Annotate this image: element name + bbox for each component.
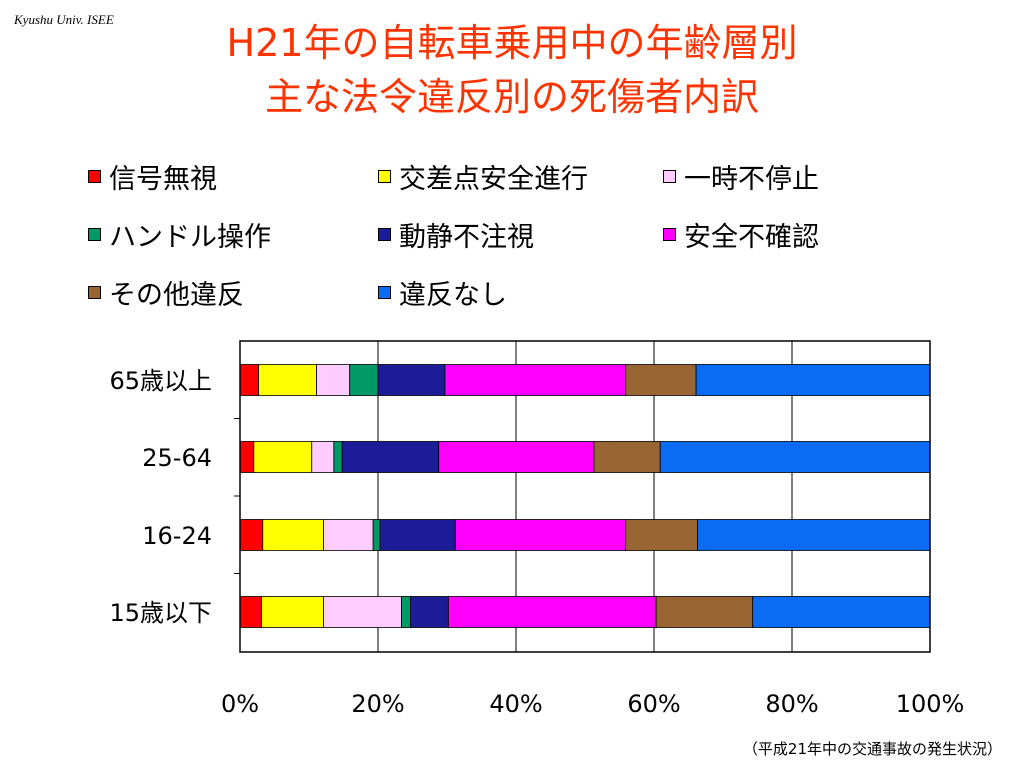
category-label: 15歳以下 [109,599,212,627]
bar-segment [625,364,697,396]
legend-swatch [378,285,391,299]
bar-segment [379,519,456,551]
bar-segment [239,596,262,628]
bar-segment [444,364,627,396]
bar-segment [260,596,324,628]
bar-segment [239,364,260,396]
legend-label: 安全不確認 [684,221,819,253]
legend-item: 交差点安全進行 [378,156,588,196]
legend-label: 交差点安全進行 [399,163,588,195]
bar-segment [341,441,440,473]
category-label: 65歳以上 [109,367,212,395]
footnote: （平成21年中の交通事故の発生状況） [742,740,1002,758]
bar-segment [323,519,374,551]
legend-item: ハンドル操作 [88,214,271,254]
bar-segment [333,441,343,473]
x-tick-label: 20% [351,690,404,718]
legend-swatch [663,169,676,183]
x-tick-label: 80% [765,690,818,718]
plot-border [239,340,931,653]
bar-segment [349,364,379,396]
bar-segment [697,519,931,551]
bar-segment [323,596,402,628]
category-label: 16-24 [142,522,212,550]
legend-swatch [378,169,391,183]
bar-segment [372,519,381,551]
legend-label: ハンドル操作 [109,221,271,253]
bar-segment [447,596,657,628]
bar-segment [311,441,335,473]
bar-segment [316,364,351,396]
bar-segment [659,441,931,473]
bar-segment [625,519,698,551]
legend-item: 一時不停止 [663,156,819,196]
x-tick-label: 40% [489,690,542,718]
x-tick-label: 0% [221,690,259,718]
bar-segment [410,596,449,628]
bar-segment [258,364,317,396]
chart-title-line2: 主な法令違反別の死傷者内訳 [264,75,759,119]
legend-swatch [663,227,676,241]
bar-segment [401,596,411,628]
legend-label: 違反なし [399,279,507,311]
bar-segment [253,441,313,473]
legend-item: 信号無視 [88,156,217,196]
legend-swatch [88,227,101,241]
legend-item: その他違反 [88,272,244,312]
bar-segment [454,519,627,551]
category-label: 25-64 [142,444,212,472]
bar-segment [438,441,595,473]
legend-item: 安全不確認 [663,214,819,254]
legend-label: 一時不停止 [684,163,819,195]
legend-label: その他違反 [109,279,244,311]
legend-swatch [88,285,101,299]
x-tick-label: 60% [627,690,680,718]
bar-segment [695,364,931,396]
legend-label: 信号無視 [109,163,217,195]
chart-title-line1: H21年の自転車乗用中の年齢層別 [226,21,798,65]
legend-swatch [378,227,391,241]
legend-swatch [88,169,101,183]
legend-item: 違反なし [378,272,507,312]
bar-segment [239,441,255,473]
legend-item: 動静不注視 [378,214,534,254]
bar-segment [593,441,661,473]
legend-label: 動静不注視 [399,221,534,253]
bar-segment [239,519,264,551]
bar-segment [262,519,324,551]
bar-segment [752,596,931,628]
header-tag: Kyushu Univ. ISEE [14,12,114,27]
x-tick-label: 100% [896,690,965,718]
bar-segment [377,364,446,396]
bar-segment [655,596,754,628]
